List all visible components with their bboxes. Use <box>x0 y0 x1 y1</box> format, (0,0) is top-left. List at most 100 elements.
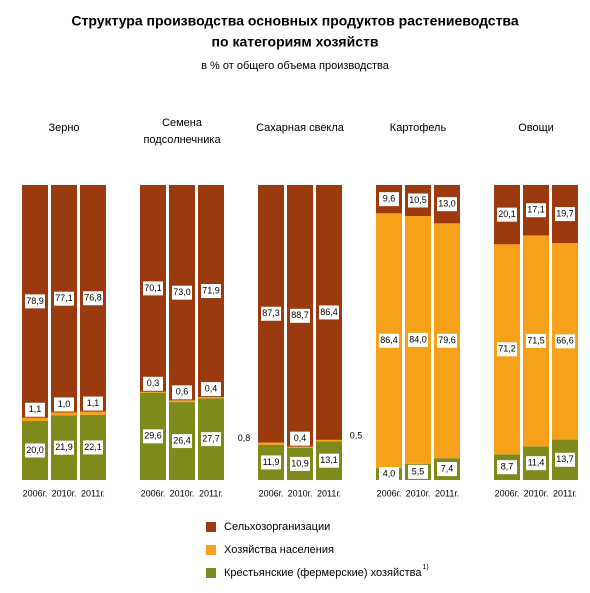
x-tick-label: 2010г. <box>52 488 77 498</box>
data-label: 19,7 <box>556 208 574 218</box>
bar-segment <box>51 412 77 416</box>
bar-segment <box>198 397 224 399</box>
legend-label: Крестьянские (фермерские) хозяйства <box>224 567 422 579</box>
label-box <box>526 333 546 348</box>
label-box <box>319 453 339 468</box>
x-tick-label: 2011г. <box>435 488 459 498</box>
label-box <box>143 281 163 296</box>
data-label: 8,7 <box>501 462 514 472</box>
bar-segment <box>140 391 166 393</box>
x-tick-label: 2011г. <box>553 488 577 498</box>
x-tick-label: 2010г. <box>288 488 313 498</box>
data-label: 29,6 <box>144 431 162 441</box>
label-box <box>261 306 281 321</box>
label-box <box>201 284 221 299</box>
label-box <box>379 333 399 348</box>
data-label: 9,6 <box>383 194 396 204</box>
label-box <box>25 294 45 309</box>
label-box <box>555 334 575 349</box>
data-label: 86,4 <box>380 335 398 345</box>
chart-title: Структура производства основных продукто… <box>71 13 518 29</box>
label-box <box>319 305 339 320</box>
label-box <box>497 342 517 357</box>
data-label: 73,0 <box>173 287 191 297</box>
data-label: 0,6 <box>176 387 189 397</box>
label-box <box>172 434 192 449</box>
data-label: 22,1 <box>84 442 102 452</box>
data-label: 13,7 <box>556 454 574 464</box>
label-box <box>143 429 163 444</box>
data-label: 66,6 <box>556 336 574 346</box>
label-box <box>54 397 74 412</box>
label-box <box>497 460 517 475</box>
data-label: 11,4 <box>528 458 545 468</box>
bar-segment <box>287 446 313 448</box>
data-label: 84,0 <box>409 334 427 344</box>
data-label: 11,9 <box>263 457 280 467</box>
label-box <box>83 440 103 455</box>
data-label: 88,7 <box>291 310 309 320</box>
x-tick-label: 2006г. <box>23 488 48 498</box>
label-box <box>408 464 428 479</box>
data-label: 27,7 <box>202 434 220 444</box>
data-label: 86,4 <box>320 307 338 317</box>
bar-segment <box>316 439 342 442</box>
label-box <box>379 192 399 207</box>
data-label: 1,0 <box>58 399 71 409</box>
data-label: 10,5 <box>409 195 427 205</box>
x-tick-label: 2011г. <box>317 488 341 498</box>
data-label: 13,1 <box>320 455 338 465</box>
data-label: 71,2 <box>498 344 516 354</box>
label-box <box>555 452 575 467</box>
data-label: 1,1 <box>29 404 42 414</box>
data-label: 4,0 <box>383 468 396 478</box>
legend-swatch <box>206 545 216 555</box>
label-box <box>290 431 310 446</box>
label-box <box>201 432 221 447</box>
label-box <box>143 376 163 391</box>
chart-title: по категориям хозяйств <box>212 34 379 50</box>
group-label: Зерно <box>48 122 80 134</box>
x-tick-label: 2010г. <box>170 488 195 498</box>
x-tick-label: 2006г. <box>141 488 166 498</box>
bar-segment <box>80 411 106 415</box>
label-box <box>201 382 221 397</box>
group-label: Картофель <box>389 122 447 134</box>
label-box <box>437 333 457 348</box>
label-box <box>290 456 310 471</box>
data-label: 87,3 <box>262 308 280 318</box>
label-box <box>54 291 74 306</box>
bar-segment <box>258 442 284 445</box>
data-label: 77,1 <box>55 293 73 303</box>
data-label: 0,4 <box>294 433 307 443</box>
label-box <box>526 203 546 218</box>
data-label: 71,9 <box>202 285 220 295</box>
x-tick-label: 2006г. <box>495 488 520 498</box>
data-label: 79,6 <box>438 335 456 345</box>
data-label: 0,8 <box>238 433 251 443</box>
chart-subtitle: в % от общего объема производства <box>201 60 390 72</box>
label-box <box>290 308 310 323</box>
data-label: 21,9 <box>55 442 73 452</box>
data-label: 78,9 <box>26 296 44 306</box>
data-label: 0,5 <box>350 430 363 440</box>
label-box <box>526 456 546 471</box>
data-label: 0,3 <box>147 378 160 388</box>
data-label: 26,4 <box>173 435 191 445</box>
label-box <box>83 291 103 306</box>
label-box <box>408 193 428 208</box>
bar-segment <box>22 417 48 421</box>
data-label: 0,4 <box>205 383 218 393</box>
data-label: 10,9 <box>291 458 309 468</box>
label-box <box>25 402 45 417</box>
data-label: 13,0 <box>438 199 456 209</box>
group-label: Семена подсолнечника <box>143 117 221 146</box>
label-box <box>497 207 517 222</box>
group-label: Сахарная свекла <box>256 122 344 134</box>
legend-swatch <box>206 522 216 532</box>
legend-swatch <box>206 568 216 578</box>
x-tick-label: 2010г. <box>524 488 549 498</box>
x-tick-label: 2010г. <box>406 488 431 498</box>
